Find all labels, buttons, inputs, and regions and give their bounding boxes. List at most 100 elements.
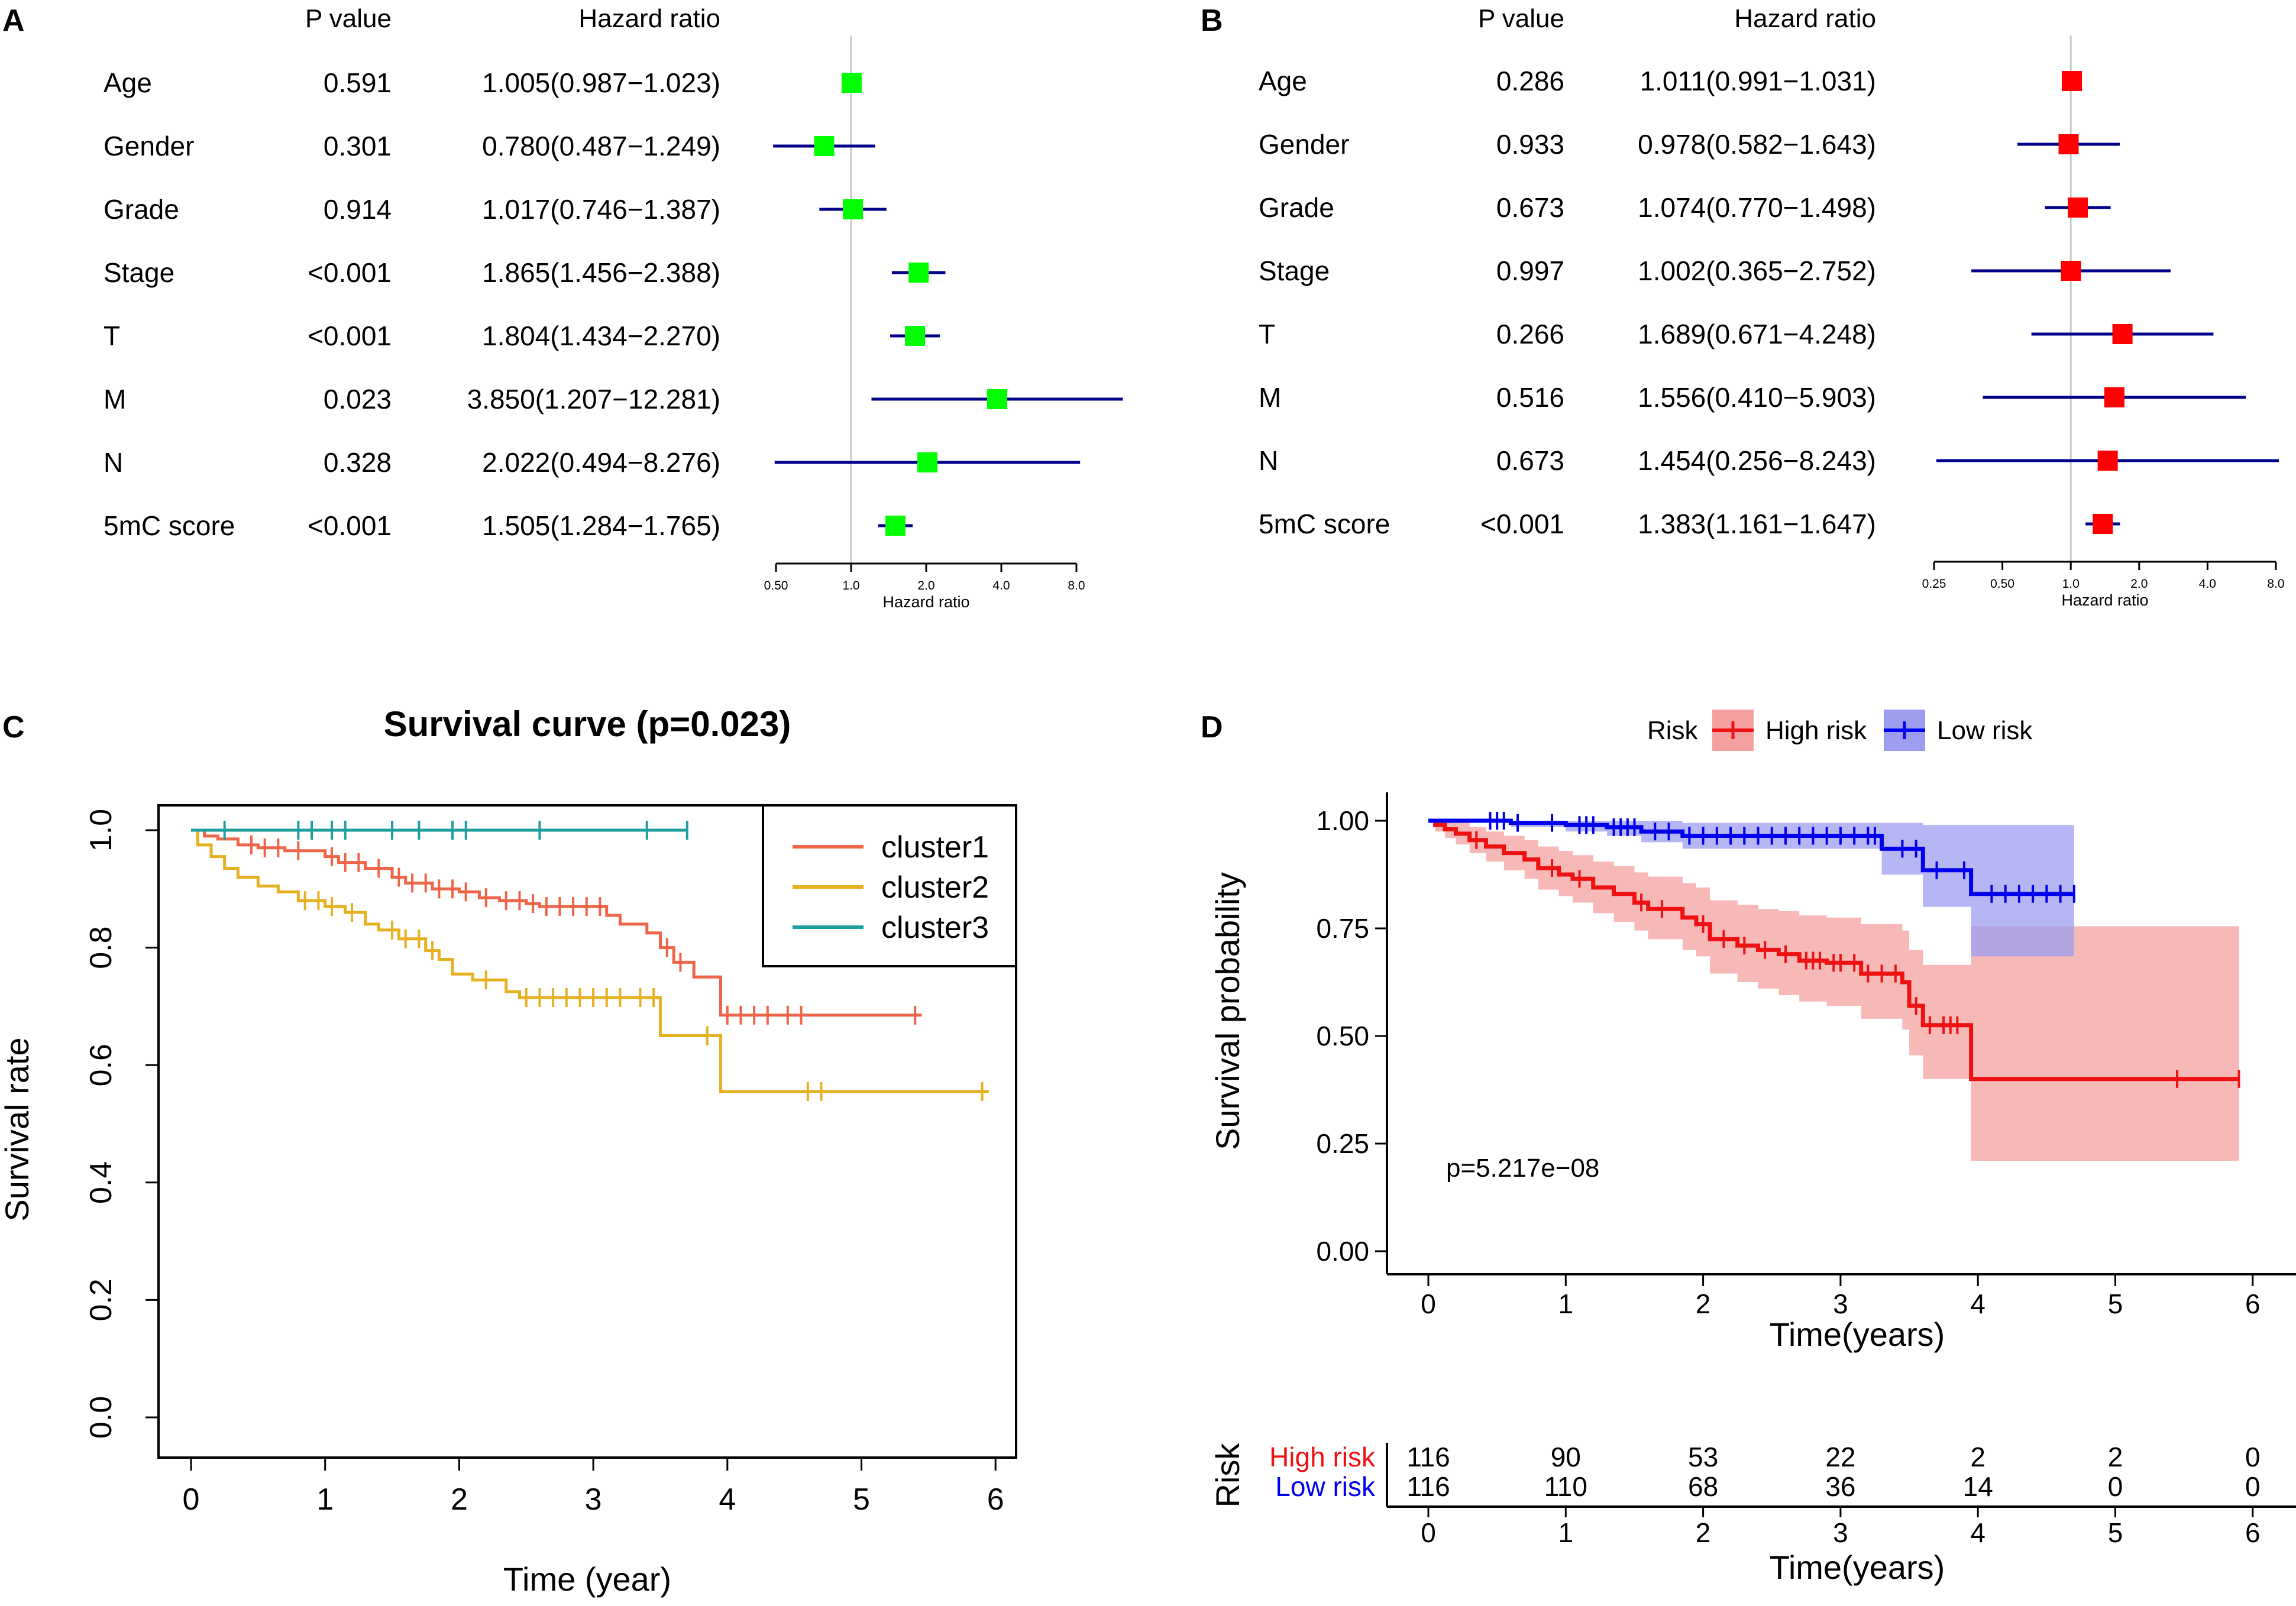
x-tick-label: 4.0 — [992, 579, 1010, 592]
legend-label: cluster2 — [881, 870, 989, 905]
p-value-annotation: p=5.217e−08 — [1446, 1154, 1599, 1183]
risk-x-tick-label: 4 — [1970, 1517, 1985, 1548]
hr-marker — [885, 516, 906, 536]
x-tick-label: 2 — [451, 1482, 468, 1517]
risk-count: 116 — [1406, 1442, 1450, 1472]
column-header-pvalue: P value — [305, 4, 392, 33]
risk-x-tick-label: 0 — [1421, 1517, 1436, 1548]
y-tick-label: 0.2 — [84, 1278, 118, 1321]
row-pvalue: <0.001 — [1480, 509, 1564, 539]
row-pvalue: 0.997 — [1496, 255, 1564, 286]
column-header-hazard-ratio: Hazard ratio — [1734, 4, 1876, 33]
row-label: Gender — [1259, 129, 1349, 160]
risk-table-title: Risk — [1209, 1443, 1246, 1508]
x-tick-label: 2.0 — [917, 579, 934, 592]
forest-plot-a: P value Hazard ratio Age 0.591 1.005(0.987−1… — [104, 4, 1123, 611]
y-tick-label: 0.75 — [1316, 913, 1369, 944]
risk-count: 0 — [2245, 1471, 2261, 1502]
hr-marker — [908, 263, 929, 283]
x-tick-label: 1 — [1558, 1288, 1574, 1319]
ci-band-Low risk — [1428, 821, 2074, 957]
forest-plot-b: P value Hazard ratio Age 0.286 1.011(0.991−1… — [1259, 4, 2285, 609]
x-tick-label: 4 — [1970, 1288, 1985, 1319]
survival-curve-c: Survival curve (p=0.023) 0 1 2 3 4 5 6 0.0 0.2 0.4… — [0, 704, 1017, 1598]
y-tick-label: 0.8 — [84, 926, 118, 969]
y-tick-label: 0.6 — [84, 1044, 118, 1086]
row-label: Stage — [104, 257, 174, 288]
hr-marker — [917, 452, 938, 472]
risk-x-tick-label: 6 — [2245, 1517, 2261, 1548]
x-tick-label: 2 — [1696, 1288, 1711, 1319]
row-hazard-ratio: 1.454(0.256−8.243) — [1638, 445, 1876, 476]
panel-letter-b: B — [1201, 4, 1223, 38]
row-pvalue: 0.914 — [324, 194, 392, 225]
x-axis-title: Hazard ratio — [882, 593, 969, 611]
row-pvalue: 0.023 — [324, 384, 392, 415]
risk-count: 90 — [1551, 1442, 1581, 1472]
row-label: N — [1259, 445, 1278, 476]
x-tick-label: 0.50 — [1990, 577, 2014, 591]
hr-marker — [2097, 451, 2118, 471]
x-tick-label: 3 — [585, 1482, 602, 1517]
km-line-cluster2 — [191, 828, 989, 1093]
risk-count: 2 — [1970, 1442, 1985, 1472]
y-axis-title: Survival rate — [0, 1037, 35, 1221]
risk-count: 22 — [1825, 1442, 1855, 1472]
row-pvalue: 0.301 — [324, 131, 392, 161]
x-tick-label: 5 — [2108, 1288, 2123, 1319]
row-hazard-ratio: 1.074(0.770−1.498) — [1638, 192, 1876, 223]
risk-count: 116 — [1406, 1471, 1450, 1502]
row-pvalue: 0.673 — [1496, 192, 1564, 223]
y-tick-label: 0.50 — [1316, 1021, 1369, 1051]
row-pvalue: 0.591 — [324, 67, 392, 98]
hr-marker — [2058, 134, 2079, 154]
row-pvalue: 0.516 — [1496, 382, 1564, 413]
x-tick-label: 1.0 — [2062, 577, 2080, 591]
row-pvalue: <0.001 — [308, 320, 392, 351]
x-tick-label: 8.0 — [1068, 579, 1085, 592]
x-tick-label: 5 — [853, 1482, 870, 1517]
column-header-hazard-ratio: Hazard ratio — [578, 4, 720, 33]
y-tick-label: 0.0 — [84, 1396, 118, 1439]
x-tick-label: 0.25 — [1922, 577, 1946, 591]
y-tick-label: 1.00 — [1316, 805, 1369, 836]
y-tick-label: 0.4 — [84, 1161, 118, 1204]
hr-marker — [2062, 71, 2082, 91]
row-label: Grade — [104, 194, 179, 225]
row-label: Stage — [1259, 255, 1330, 286]
hr-marker — [814, 136, 835, 156]
hr-marker — [841, 73, 862, 93]
x-tick-label: 0.50 — [764, 579, 788, 592]
row-hazard-ratio: 1.556(0.410−5.903) — [1638, 382, 1876, 413]
row-hazard-ratio: 1.689(0.671−4.248) — [1638, 319, 1876, 349]
row-pvalue: <0.001 — [308, 257, 392, 288]
x-axis-title: Time(years) — [1770, 1316, 1945, 1353]
hr-marker — [2112, 324, 2133, 344]
hr-marker — [2068, 197, 2088, 218]
row-hazard-ratio: 1.865(1.456−2.388) — [482, 257, 720, 288]
row-pvalue: 0.673 — [1496, 445, 1564, 476]
risk-x-tick-label: 1 — [1558, 1517, 1574, 1548]
row-label: N — [104, 447, 123, 478]
row-pvalue: 0.286 — [1496, 66, 1564, 96]
row-label: Age — [1259, 66, 1307, 96]
y-tick-label: 1.0 — [84, 809, 118, 851]
legend-label: Low risk — [1937, 716, 2033, 745]
ci-band-High risk — [1428, 821, 2239, 1161]
row-pvalue: 0.933 — [1496, 129, 1564, 160]
x-tick-label: 1.0 — [842, 579, 859, 592]
x-tick-label: 4 — [719, 1482, 736, 1517]
x-tick-label: 0 — [1421, 1288, 1436, 1319]
row-hazard-ratio: 0.978(0.582−1.643) — [1638, 129, 1876, 160]
row-hazard-ratio: 1.804(1.434−2.270) — [482, 320, 720, 351]
row-label: Gender — [104, 131, 194, 161]
row-pvalue: 0.266 — [1496, 319, 1564, 349]
risk-count: 68 — [1688, 1471, 1718, 1502]
survival-curve-d: Risk High risk Low risk0.000.250.500.751.0… — [1209, 710, 2296, 1586]
hr-marker — [905, 326, 926, 346]
risk-row-label: Low risk — [1275, 1471, 1376, 1502]
risk-x-tick-label: 3 — [1833, 1517, 1848, 1548]
x-tick-label: 2.0 — [2130, 577, 2148, 591]
risk-x-axis-title: Time(years) — [1770, 1549, 1945, 1586]
